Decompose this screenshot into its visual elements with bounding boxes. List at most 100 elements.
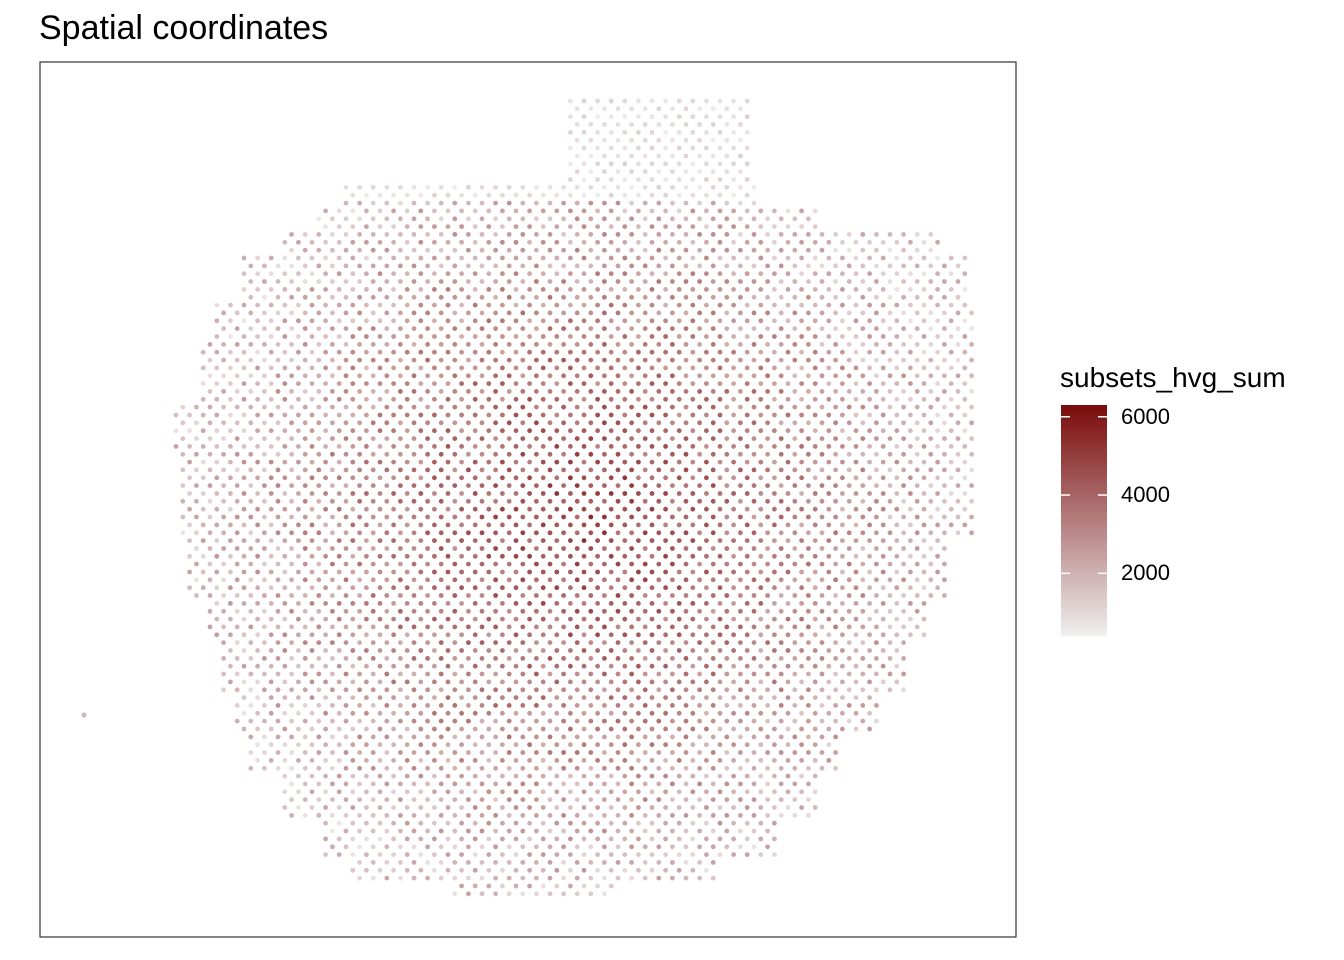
spot — [690, 538, 696, 543]
spot — [418, 491, 424, 496]
spot — [772, 601, 777, 606]
spot — [615, 844, 621, 850]
spot — [765, 310, 770, 316]
spot — [445, 679, 451, 685]
spot — [534, 546, 539, 551]
spot — [377, 773, 383, 779]
spot — [309, 522, 315, 528]
spot — [819, 294, 825, 300]
spot — [887, 671, 893, 677]
spot — [568, 538, 573, 543]
spot — [452, 420, 458, 426]
spot — [615, 326, 621, 331]
spot — [894, 334, 900, 339]
spot — [751, 561, 757, 567]
spot — [391, 553, 396, 559]
spot — [887, 498, 893, 504]
spot — [914, 451, 920, 457]
spot — [404, 805, 410, 810]
spot — [642, 216, 648, 222]
spot — [214, 459, 220, 465]
spot — [663, 805, 668, 810]
spot — [642, 765, 648, 771]
spot — [479, 530, 485, 536]
spot — [826, 522, 832, 528]
spot — [438, 263, 444, 269]
spot — [568, 522, 573, 528]
spot — [432, 663, 437, 669]
spot — [676, 381, 682, 386]
spot — [731, 271, 736, 277]
spot — [411, 734, 417, 740]
spot — [880, 553, 886, 559]
spot — [432, 475, 437, 481]
spot — [799, 538, 804, 543]
spot — [690, 616, 696, 622]
spot — [846, 436, 852, 441]
spot — [860, 546, 866, 551]
spot — [785, 271, 791, 277]
spot — [500, 522, 505, 528]
spot — [615, 860, 621, 865]
spot — [384, 577, 390, 583]
spot — [826, 271, 832, 277]
spot — [520, 593, 526, 598]
spot — [629, 671, 634, 677]
spot — [833, 765, 838, 771]
spot — [751, 326, 757, 331]
spot — [411, 671, 417, 677]
spot — [466, 420, 471, 426]
spot — [214, 506, 220, 512]
spot — [608, 412, 614, 418]
spot — [479, 200, 485, 206]
spot — [534, 200, 539, 206]
spot — [561, 546, 566, 551]
spot — [853, 726, 859, 732]
spot — [806, 718, 811, 724]
spot — [921, 396, 927, 402]
spot — [914, 310, 920, 316]
spot — [615, 656, 621, 661]
spot — [710, 404, 716, 410]
spot — [914, 389, 920, 394]
spot — [350, 695, 356, 700]
spot — [459, 538, 464, 543]
spot — [833, 608, 838, 614]
spot — [751, 546, 757, 551]
spot — [425, 216, 430, 222]
spot — [622, 334, 628, 339]
spot — [663, 475, 668, 481]
spot — [704, 726, 709, 732]
spot — [574, 781, 580, 787]
spot — [214, 553, 220, 559]
spot — [676, 444, 682, 449]
spot — [364, 601, 369, 606]
spot — [908, 601, 913, 606]
spot — [568, 224, 573, 230]
spot — [513, 679, 519, 685]
spot — [690, 522, 696, 528]
spot — [921, 318, 927, 324]
spot — [479, 342, 485, 347]
spot — [860, 561, 866, 567]
spot — [350, 506, 356, 512]
spot — [690, 396, 696, 402]
spot — [806, 593, 811, 598]
spot — [493, 279, 498, 284]
spot — [343, 734, 349, 740]
spot — [547, 687, 553, 693]
spot — [846, 310, 852, 316]
spot — [751, 656, 757, 661]
spot — [404, 271, 410, 277]
spot — [806, 561, 811, 567]
spot — [622, 428, 628, 434]
spot — [425, 813, 430, 818]
spot — [445, 192, 451, 198]
spot — [173, 428, 179, 434]
spot — [615, 232, 621, 237]
spot — [282, 318, 288, 324]
spot — [554, 444, 560, 449]
spot — [622, 208, 628, 214]
spot — [418, 679, 424, 685]
spot — [928, 561, 934, 567]
